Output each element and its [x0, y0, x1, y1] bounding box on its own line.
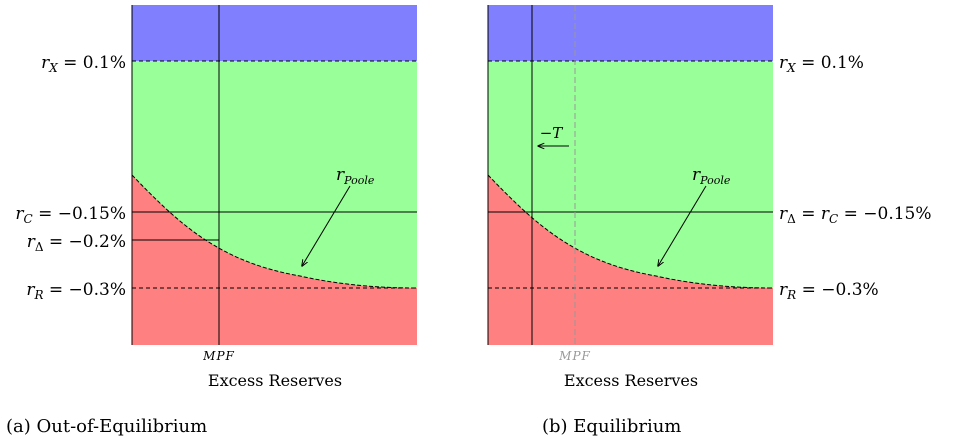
- panel-a-poole-arrow: [302, 185, 351, 266]
- panel-a-caption: (a) Out-of-Equilibrium: [6, 416, 207, 437]
- panel-b-rdc-label: rΔ = rC = −0.15%: [779, 204, 932, 226]
- panel-b-poole-curve: [487, 174, 774, 289]
- panel-b-shift-label: −T: [540, 124, 564, 142]
- panel-a-rdelta-label: rΔ = −0.2%: [27, 232, 126, 254]
- panel-b-poole-label: rPoole: [692, 165, 731, 187]
- panel-a-poole-curve: [131, 174, 418, 289]
- panel-b-caption: (b) Equilibrium: [542, 416, 681, 437]
- panel-a-rc-label: rC = −0.15%: [15, 204, 126, 226]
- panel-a-region-above-rx: [132, 5, 417, 61]
- panel-b-rr-label: rR = −0.3%: [779, 280, 879, 302]
- panel-a-xlabel: Excess Reserves: [208, 371, 342, 390]
- panel-b-rx-label: rX = 0.1%: [779, 53, 864, 75]
- panel-b-xlabel: Excess Reserves: [564, 371, 698, 390]
- panel-b-region-below-poole: [488, 175, 773, 345]
- panel-a: rX = 0.1% rC = −0.15% rΔ = −0.2% rR = −0…: [6, 5, 418, 437]
- panel-a-rx-label: rX = 0.1%: [41, 53, 126, 75]
- panel-a-poole-label: rPoole: [336, 165, 375, 187]
- panel-a-region-below-poole: [132, 175, 417, 345]
- panel-a-rr-label: rR = −0.3%: [26, 280, 126, 302]
- panel-b-mpf-label: MPF: [558, 349, 591, 363]
- panel-b-poole-arrow: [658, 185, 707, 266]
- panel-a-mpf-label: MPF: [202, 349, 235, 363]
- panel-b: −T rPoole rX = 0.1% rΔ = rC = −0.15% rR …: [487, 5, 932, 437]
- panel-b-region-above-rx: [488, 5, 773, 61]
